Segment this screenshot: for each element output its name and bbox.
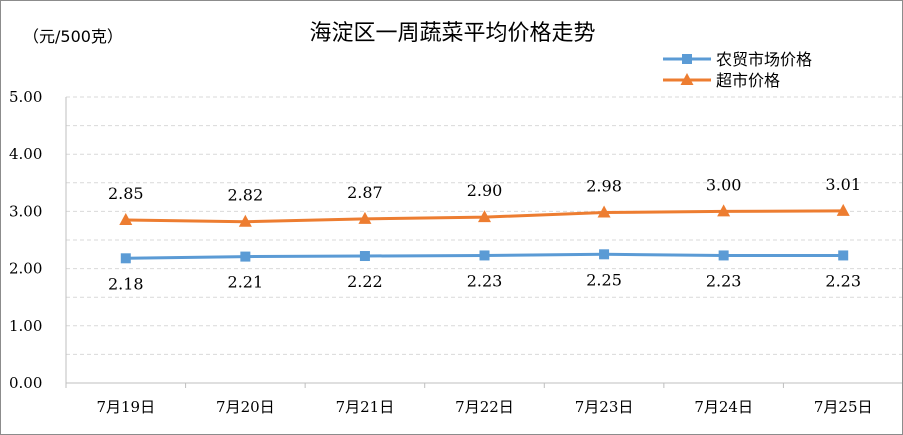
x-tick-label: 7月20日 [216,398,275,416]
x-tick-label: 7月19日 [96,398,155,416]
data-point-supermarket [836,203,850,216]
y-tick-label: 5.00 [9,88,42,106]
y-tick-label: 4.00 [9,145,42,163]
data-label-farmers-market: 2.22 [347,272,383,291]
y-tick-label: 1.00 [9,317,42,335]
data-point-farmers-market [120,253,131,264]
data-label-farmers-market: 2.23 [706,271,742,290]
x-tick-label: 7月24日 [694,398,753,416]
data-point-farmers-market [240,251,251,262]
data-label-supermarket: 2.98 [586,177,622,196]
x-tick-label: 7月21日 [336,398,395,416]
data-point-supermarket [717,204,731,217]
data-point-supermarket [358,211,372,224]
data-point-supermarket [597,205,611,218]
data-label-farmers-market: 2.23 [467,271,503,290]
chart-title: 海淀区一周蔬菜平均价格走势 [309,21,596,46]
data-point-farmers-market [599,249,610,260]
data-point-supermarket [238,214,252,227]
x-tick-label: 7月23日 [575,398,634,416]
data-label-supermarket: 2.85 [108,184,144,203]
data-label-supermarket: 3.01 [825,175,861,194]
legend-label-supermarket: 超市价格 [716,71,780,90]
data-point-farmers-market [359,251,370,262]
data-label-supermarket: 2.82 [228,186,264,205]
y-tick-label: 2.00 [9,260,42,278]
data-point-farmers-market [718,250,729,261]
y-tick-label: 0.00 [9,374,42,392]
data-point-supermarket [478,210,491,223]
data-label-supermarket: 2.90 [467,181,503,200]
data-label-farmers-market: 2.23 [825,271,861,290]
x-tick-label: 7月22日 [455,398,514,416]
legend-marker-supermarket [680,73,694,85]
y-axis-unit-label: （元/500克） [23,27,123,46]
x-tick-label: 7月25日 [814,398,873,416]
data-point-supermarket [119,212,133,225]
legend-label-farmers-market: 农贸市场价格 [716,50,812,69]
data-point-farmers-market [838,250,849,261]
data-label-supermarket: 3.00 [706,175,742,194]
y-tick-label: 3.00 [9,202,42,220]
data-label-farmers-market: 2.21 [228,273,264,292]
data-point-farmers-market [479,250,490,261]
data-label-supermarket: 2.87 [347,183,383,202]
data-label-farmers-market: 2.18 [108,274,144,293]
data-label-farmers-market: 2.25 [586,270,622,289]
legend-marker-farmers-market [682,54,692,64]
